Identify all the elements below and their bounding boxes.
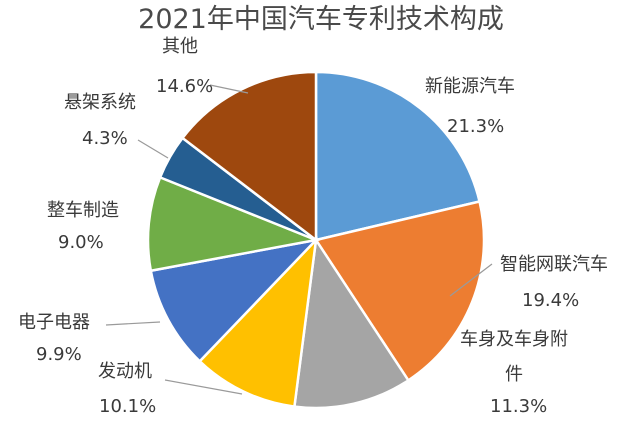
slice-value-label: 10.1%: [99, 396, 156, 417]
slice-value-label: 14.6%: [156, 76, 213, 97]
pie-slices: [146, 70, 486, 410]
slice-name-label: 整车制造: [47, 200, 119, 221]
chart-title: 2021年中国汽车专利技术构成: [138, 4, 504, 35]
slice-value-label: 11.3%: [490, 396, 547, 417]
leader-line: [164, 379, 243, 395]
slice-name-label: 悬架系统: [64, 92, 136, 113]
slice-name-label: 其他: [162, 36, 198, 57]
leader-lines: [105, 84, 493, 395]
slice-name-label-line2: 件: [505, 364, 523, 385]
slice-name-label: 智能网联汽车: [500, 254, 608, 275]
slice-value-label: 9.0%: [58, 232, 104, 253]
pie-slice: [313, 200, 486, 383]
leader-line: [137, 139, 169, 159]
slice-name-label: 电子电器: [18, 312, 90, 333]
pie-slice: [149, 238, 320, 364]
pie-slice: [314, 70, 482, 242]
leader-line: [105, 321, 161, 326]
slice-value-label: 21.3%: [447, 116, 504, 137]
slice-value-label: 9.9%: [36, 344, 82, 365]
leader-line: [449, 263, 493, 297]
pie-slice: [292, 236, 411, 410]
slice-value-label: 4.3%: [82, 128, 128, 149]
slice-name-label: 发动机: [98, 361, 152, 382]
pie-slice: [180, 70, 318, 243]
slice-value-label: 19.4%: [522, 290, 579, 311]
leader-line: [209, 84, 249, 94]
slice-name-label: 车身及车身附: [460, 329, 568, 350]
pie-slice: [197, 236, 318, 409]
slice-name-label: 新能源汽车: [425, 76, 515, 97]
pie-slice: [146, 175, 321, 273]
